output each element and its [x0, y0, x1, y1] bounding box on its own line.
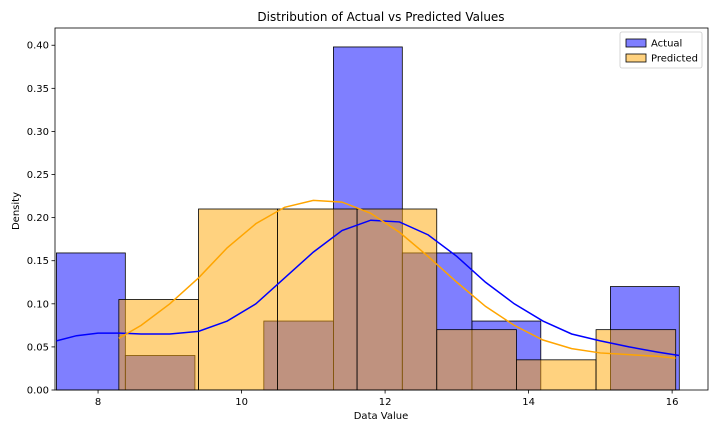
x-tick-label: 12 — [379, 397, 392, 408]
legend-label-actual: Actual — [651, 39, 682, 50]
y-axis-label: Density — [11, 192, 22, 230]
y-tick-label: 0.40 — [27, 41, 49, 52]
bar-predicted-1 — [198, 208, 278, 391]
bar-actual-0 — [56, 252, 126, 391]
legend-label-predicted: Predicted — [651, 54, 698, 65]
kde-line-predicted — [118, 199, 676, 359]
y-tick-label: 0.30 — [27, 127, 49, 138]
x-tick-label: 8 — [95, 397, 101, 408]
y-tick-label: 0.10 — [27, 299, 49, 310]
y-tick-label: 0.20 — [27, 213, 49, 224]
y-tick-label: 0.35 — [27, 84, 49, 95]
series-predicted-bars — [118, 208, 677, 391]
plot-area — [56, 46, 680, 391]
y-tick-label: 0.15 — [27, 256, 49, 267]
axes: 8 10 12 14 16 0.00 0.05 0.10 0.15 0.20 0.25 0.30 0.3… — [27, 27, 709, 408]
bar-predicted-4 — [436, 329, 517, 391]
kde-line-actual — [56, 219, 680, 357]
y-tick-label: 0.00 — [27, 386, 49, 397]
bar-predicted-5 — [516, 359, 597, 391]
bar-predicted-6 — [595, 329, 677, 391]
x-tick-label: 10 — [235, 397, 248, 408]
legend-swatch-predicted — [625, 53, 647, 63]
legend: Actual Predicted — [619, 31, 703, 69]
y-tick-label: 0.25 — [27, 170, 49, 181]
bar-predicted-0 — [118, 299, 199, 391]
legend-swatch-actual — [625, 38, 647, 48]
bar-predicted-2 — [277, 208, 358, 391]
axes-frame — [54, 27, 709, 391]
chart-title: Distribution of Actual vs Predicted Valu… — [257, 10, 504, 24]
bar-predicted-3 — [356, 208, 438, 391]
x-tick-label: 16 — [666, 397, 679, 408]
x-axis-label: Data Value — [354, 411, 409, 422]
y-tick-label: 0.05 — [27, 342, 49, 353]
x-tick-label: 14 — [522, 397, 535, 408]
